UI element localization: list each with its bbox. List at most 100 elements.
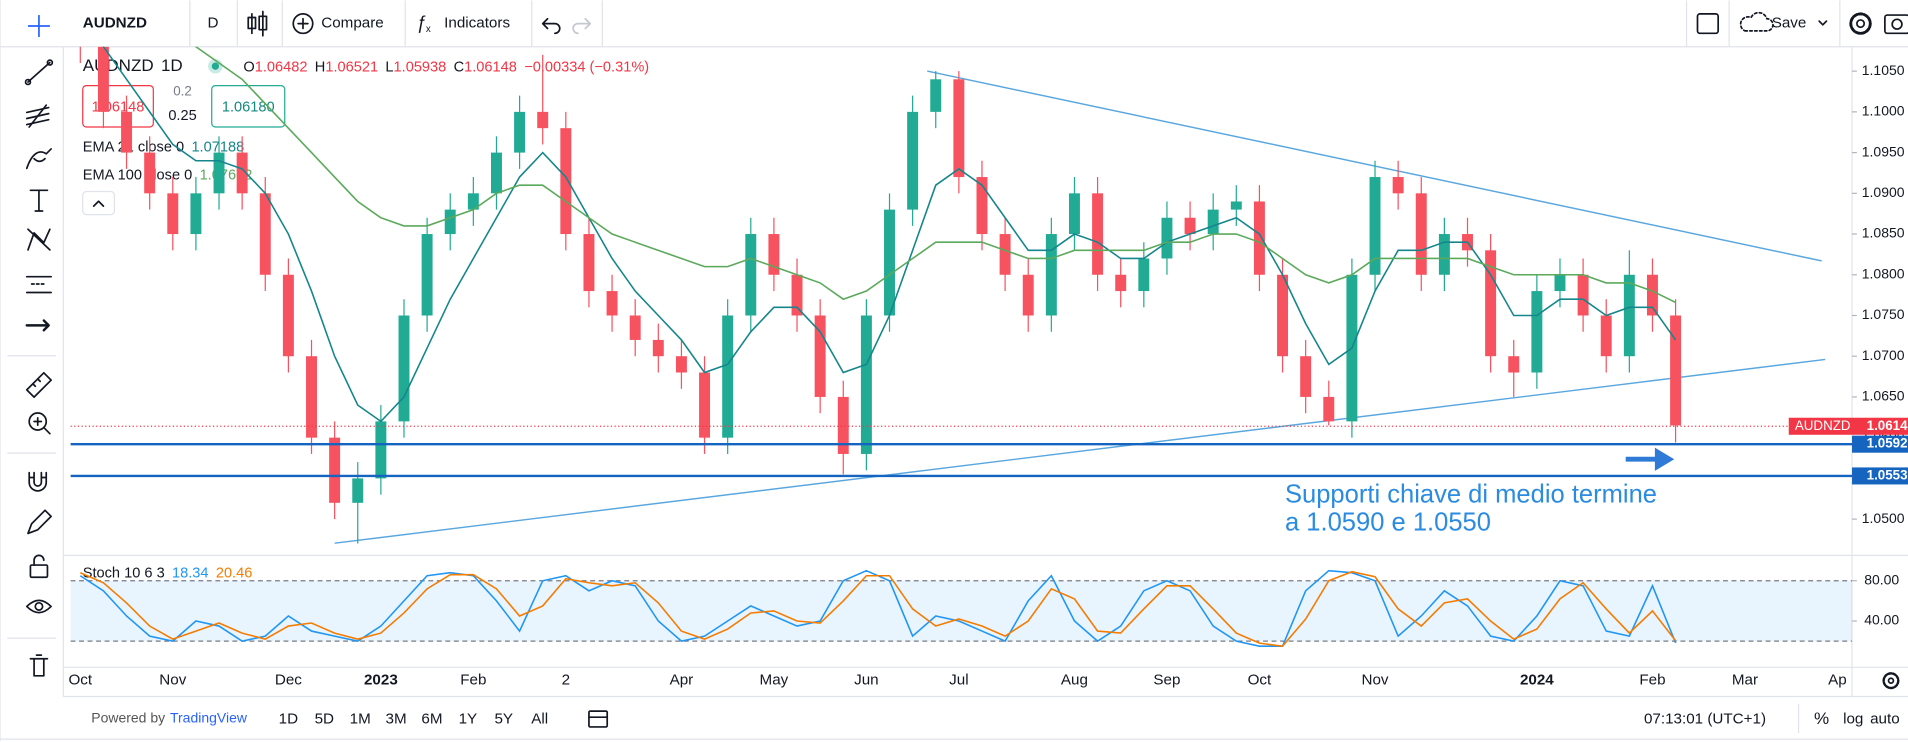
candle-body: [1230, 201, 1242, 210]
layout-button[interactable]: [1696, 13, 1720, 35]
y-tick-label: 80.00: [1864, 571, 1899, 587]
scale-option[interactable]: auto: [1870, 711, 1900, 728]
candle-body: [953, 79, 965, 178]
candle-body: [976, 177, 988, 235]
stoch-band: [70, 580, 1853, 642]
cursor-tool[interactable]: [27, 15, 50, 37]
annotation-line[interactable]: a 1.0590 e 1.0550: [1285, 508, 1491, 536]
x-tick-label: Aug: [1061, 672, 1088, 689]
visibility-tool[interactable]: [25, 599, 52, 614]
stoch-legend: Stoch 10 6 3 18.34 20.46: [83, 565, 253, 581]
brush-tool[interactable]: [25, 148, 52, 170]
collapse-icon[interactable]: [92, 200, 105, 207]
scale-option[interactable]: log: [1843, 711, 1863, 728]
delete-tool[interactable]: [29, 654, 49, 677]
fx-icon-sub: x: [426, 24, 431, 35]
trendline-tool[interactable]: [24, 59, 54, 86]
candle-body: [606, 291, 618, 316]
date-range-button[interactable]: [588, 710, 609, 728]
candle-body: [583, 234, 595, 292]
ruler-tool[interactable]: [25, 371, 52, 399]
y-tick-label: 1.0650: [1862, 388, 1905, 404]
x-tick-label: Dec: [275, 672, 302, 689]
clock: 07:13:01 (UTC+1): [1644, 711, 1766, 728]
price-label-bg: [1852, 435, 1908, 453]
price-label: 1.0592: [1867, 436, 1908, 451]
redo-button[interactable]: [572, 17, 592, 35]
annotation-line[interactable]: Supporti chiave di medio termine: [1285, 480, 1657, 508]
candle-body: [1068, 193, 1080, 235]
candle-body: [1392, 177, 1404, 194]
zoom-tool[interactable]: [28, 412, 51, 435]
y-tick-label: 1.0800: [1862, 265, 1905, 281]
x-tick-label: May: [760, 672, 789, 689]
brand-link[interactable]: TradingView: [170, 709, 248, 725]
x-tick-label: Apr: [670, 672, 694, 689]
candle-body: [884, 209, 895, 316]
compare-button[interactable]: Compare: [292, 13, 384, 35]
candle-body: [167, 193, 179, 235]
candle-body: [722, 315, 734, 438]
candle-body: [144, 152, 156, 194]
range-button[interactable]: 1M: [350, 711, 371, 728]
x-tick-label: Mar: [1732, 672, 1758, 689]
candle-body: [213, 152, 225, 194]
prediction-tool[interactable]: [25, 275, 52, 294]
undo-button[interactable]: [541, 17, 561, 35]
x-tick-label: 2023: [364, 672, 398, 689]
ohlc-value: 1.05938: [394, 59, 447, 75]
arrow-tool[interactable]: [25, 319, 50, 332]
candle-body: [97, 46, 109, 112]
candle-body: [1184, 217, 1196, 235]
candle-body: [768, 234, 780, 275]
x-tick-label: Oct: [1248, 672, 1272, 689]
symbol-button[interactable]: AUDNZD: [83, 15, 147, 32]
interval-button[interactable]: D: [207, 15, 218, 32]
scale-option[interactable]: %: [1814, 709, 1829, 728]
y-tick-label: 1.1050: [1862, 62, 1905, 78]
legend-interval: 1D: [161, 56, 183, 75]
magnet-tool[interactable]: [28, 471, 48, 492]
save-button[interactable]: Save: [1739, 11, 1828, 32]
indicators-label[interactable]: Indicators: [444, 15, 510, 32]
candle-body: [1207, 209, 1219, 235]
range-button[interactable]: 5Y: [494, 711, 513, 728]
range-button[interactable]: All: [531, 711, 548, 728]
compare-label[interactable]: Compare: [321, 15, 384, 32]
range-button[interactable]: 1Y: [459, 711, 478, 728]
save-label[interactable]: Save: [1772, 15, 1807, 32]
pattern-tool[interactable]: [27, 228, 51, 251]
candle-body: [1485, 250, 1497, 357]
range-button[interactable]: 1D: [279, 711, 298, 728]
collapse-legend[interactable]: [82, 190, 115, 216]
y-tick-label: 1.0850: [1862, 225, 1905, 241]
settings-button[interactable]: [1849, 12, 1872, 35]
candle-body: [837, 396, 849, 454]
range-button[interactable]: 6M: [421, 711, 442, 728]
range-button[interactable]: 3M: [386, 711, 407, 728]
support-trendline[interactable]: [334, 358, 1826, 544]
candle-body: [375, 421, 387, 479]
lock-drawing-tool[interactable]: [27, 509, 52, 535]
text-tool[interactable]: [29, 189, 49, 212]
chart-style-button[interactable]: [247, 10, 268, 37]
candle-body: [745, 234, 757, 316]
range-button[interactable]: 5D: [315, 711, 334, 728]
axis-settings[interactable]: [1882, 672, 1900, 690]
lock-tool[interactable]: [29, 554, 49, 579]
buy-price[interactable]: 1.06180: [222, 99, 275, 115]
fib-tool[interactable]: [25, 104, 50, 128]
x-tick-label: Jun: [854, 672, 879, 689]
candle-body: [1161, 217, 1173, 259]
candle-body: [121, 111, 133, 153]
price-label-bg: [1852, 467, 1908, 485]
candle-body: [1670, 315, 1682, 426]
ohlc-key: H: [315, 59, 326, 75]
annotation-arrow[interactable]: [1625, 447, 1675, 471]
candle-body: [1646, 274, 1658, 316]
candle-body: [514, 111, 526, 153]
snapshot-button[interactable]: [1884, 14, 1908, 35]
y-tick-label: 1.0500: [1862, 510, 1905, 526]
